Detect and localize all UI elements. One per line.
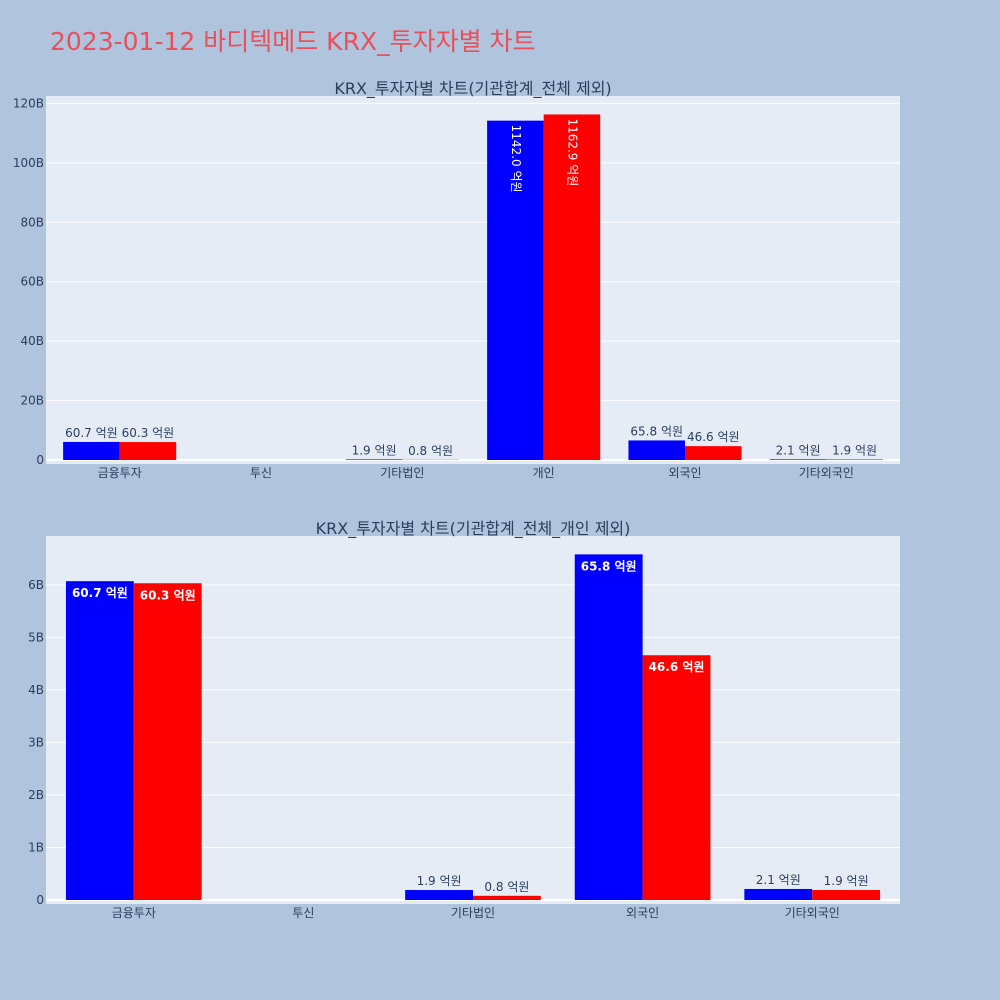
y-tick-label: 60B	[20, 275, 44, 289]
bar-buy	[744, 888, 813, 900]
y-tick-label: 40B	[20, 334, 44, 348]
y-tick-label: 0	[36, 453, 44, 467]
y-tick-label: 2B	[28, 788, 44, 802]
bar-buy	[405, 890, 473, 900]
bar-data-label: 1162.9 억원	[565, 118, 579, 186]
plot-background	[46, 96, 900, 464]
bar-data-label: 46.6 억원	[649, 660, 705, 674]
x-tick-label: 외국인	[668, 466, 701, 480]
page-title: 2023-01-12 바디텍메드 KRX_투자자별 차트	[50, 27, 536, 56]
x-tick-label: 금융투자	[98, 466, 142, 480]
chart-investor-all: 0 20B 40B 60B 80B 100B 120B KRX_투자자별 차트(기관합계_전체…	[13, 79, 900, 480]
bar-buy	[487, 120, 544, 461]
x-tick-label: 기타법인	[380, 466, 424, 480]
bar-data-label: 65.8 억원	[581, 559, 637, 573]
bar-data-label: 65.8 억원	[630, 424, 683, 438]
x-tick-label: 금융투자	[112, 906, 156, 920]
bar-data-label: 0.8 억원	[408, 444, 453, 458]
y-tick-label: 20B	[20, 394, 44, 408]
y-tick-label: 1B	[28, 840, 44, 854]
chart-investor-excl-individual: 0 1B 2B 3B 4B 5B 6B KRX_투자자별 차트(기관합계_전체_개인 제외) 금…	[28, 519, 900, 920]
y-tick-label: 80B	[20, 215, 44, 229]
bar-sell	[685, 446, 742, 460]
bar-buy	[628, 440, 685, 460]
y-tick-label: 5B	[28, 630, 44, 644]
bar-sell	[119, 442, 177, 460]
x-tick-label: 투신	[292, 906, 314, 920]
bar-buy	[769, 459, 827, 460]
bar-data-label: 1.9 억원	[832, 443, 877, 457]
bar-data-label: 2.1 억원	[776, 443, 821, 457]
y-tick-label: 0	[36, 893, 44, 907]
bar-sell	[133, 583, 202, 900]
bar-data-label: 1.9 억원	[352, 443, 397, 457]
bar-buy	[63, 441, 120, 460]
bar-data-label: 1.9 억원	[417, 874, 462, 888]
bar-data-label: 1.9 억원	[824, 874, 869, 888]
x-tick-label: 투신	[250, 466, 272, 480]
x-tick-label: 기타법인	[451, 906, 495, 920]
x-tick-label: 기타외국인	[799, 466, 854, 480]
bar-data-label: 46.6 억원	[687, 430, 740, 444]
bar-data-label: 1142.0 억원	[509, 125, 523, 193]
y-tick-label: 3B	[28, 735, 44, 749]
bar-buy	[574, 554, 643, 900]
y-tick-label: 120B	[13, 96, 44, 110]
y-tick-label: 4B	[28, 683, 44, 697]
bar-data-label: 60.7 억원	[72, 586, 128, 600]
y-tick-label: 6B	[28, 578, 44, 592]
chart-title: KRX_투자자별 차트(기관합계_전체_개인 제외)	[316, 519, 631, 539]
bar-data-label: 2.1 억원	[756, 873, 801, 887]
bar-sell	[543, 114, 601, 460]
x-tick-label: 외국인	[626, 906, 659, 920]
bar-data-label: 60.3 억원	[122, 426, 175, 440]
bar-sell	[812, 890, 881, 900]
x-tick-label: 개인	[533, 466, 555, 480]
bar-data-label: 60.3 억원	[140, 588, 196, 602]
bar-sell	[826, 459, 883, 460]
x-tick-label: 기타외국인	[785, 906, 840, 920]
bar-data-label: 60.7 억원	[65, 426, 118, 440]
bar-data-label: 0.8 억원	[484, 880, 529, 894]
bar-sell	[642, 655, 711, 900]
y-tick-label: 100B	[13, 156, 44, 170]
bar-sell	[473, 895, 541, 900]
bar-buy	[65, 581, 134, 900]
chart-title: KRX_투자자별 차트(기관합계_전체 제외)	[334, 79, 611, 99]
bar-buy	[345, 459, 403, 460]
